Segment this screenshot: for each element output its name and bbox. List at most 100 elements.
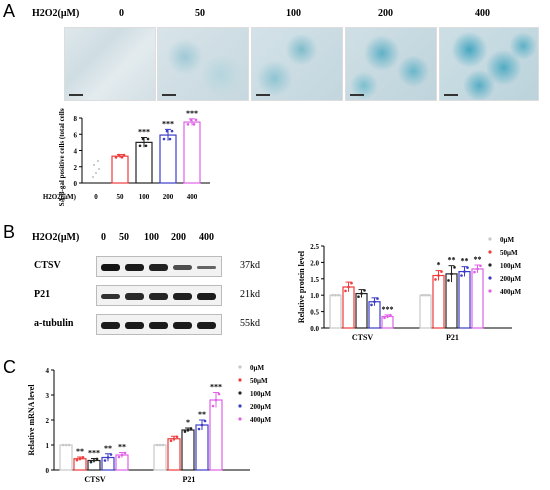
panel-letter-b: B — [3, 222, 16, 242]
significance-p21-400μM: *** — [210, 383, 222, 392]
data-point-400 — [189, 118, 193, 122]
data-point — [476, 267, 479, 271]
data-point — [427, 293, 430, 297]
bar-200 — [159, 134, 177, 184]
blot-band-ctsv-3 — [173, 265, 192, 270]
data-point — [217, 392, 221, 396]
y-tick-label: 0.5 — [310, 309, 319, 317]
bar-50 — [111, 155, 129, 184]
y-tick-label: 1.0 — [310, 292, 319, 300]
significance-p21-200μM: ** — [461, 257, 469, 266]
legend-item-400μM: 400μM — [250, 416, 271, 424]
data-point — [211, 404, 215, 408]
legend-item-100μM: 100μM — [500, 262, 521, 270]
data-point — [473, 270, 476, 274]
data-point-400 — [192, 123, 196, 126]
y-axis-label: Relative mRNA level — [27, 384, 36, 456]
data-point — [386, 315, 389, 318]
conc-label-a-400: 400 — [475, 8, 490, 19]
data-point — [344, 289, 347, 293]
data-point — [67, 443, 71, 447]
data-point-0 — [92, 163, 96, 167]
significance-p21-100μM: * — [186, 418, 190, 427]
bar-p21-200μM — [458, 270, 471, 329]
data-point — [183, 430, 187, 433]
data-point-0 — [97, 167, 101, 171]
x-tick-label: 0 — [94, 193, 98, 201]
data-point — [155, 443, 159, 447]
panel-letter-c: C — [3, 357, 16, 377]
blot-band-ctsv-0 — [101, 264, 120, 271]
y-tick-label: 2 — [46, 417, 50, 425]
blot-strip-tubulin — [96, 314, 222, 335]
bar-p21-400μM — [471, 268, 484, 329]
significance-ctsv-400μM: *** — [382, 305, 394, 314]
legend-marker-0μM — [238, 365, 242, 369]
micrograph-100uM — [251, 27, 343, 101]
bar-p21-0μM — [153, 444, 167, 471]
blot-band-ctsv-2 — [149, 264, 168, 271]
blot-strip-ctsv — [96, 256, 222, 277]
data-point — [186, 428, 190, 432]
legend-item-0μM: 0μM — [250, 364, 264, 372]
blot-band-p21-3 — [173, 293, 192, 300]
bar-400 — [183, 121, 201, 184]
blot-band-p21-0 — [101, 293, 120, 300]
conc-label-b-50: 50 — [119, 232, 129, 243]
data-point — [334, 293, 337, 297]
y-tick-label: 0 — [74, 180, 78, 188]
blot-band-a-tubulin-4 — [197, 322, 216, 329]
bar-100 — [135, 141, 153, 184]
conc-label-b-200: 200 — [171, 232, 186, 243]
significance-ctsv-200μM: ** — [104, 444, 112, 453]
blot-band-ctsv-1 — [125, 264, 144, 271]
conc-label-a-200: 200 — [378, 8, 393, 19]
data-point — [347, 285, 350, 289]
x-tick-label-ctsv: CTSV — [352, 333, 374, 342]
data-point — [424, 293, 427, 297]
data-point-100 — [144, 144, 148, 148]
data-point — [189, 427, 193, 430]
blot-band-a-tubulin-0 — [101, 322, 120, 329]
blot-strip-p21 — [96, 285, 222, 306]
blot-band-a-tubulin-3 — [173, 322, 192, 329]
data-point — [89, 460, 93, 464]
data-point — [440, 270, 443, 273]
data-point — [360, 292, 363, 295]
y-tick-label: 1.5 — [310, 276, 319, 284]
data-point-200 — [165, 129, 169, 133]
bar-p21-50μM — [167, 438, 181, 471]
x-tick-label-p21: P21 — [183, 475, 196, 484]
blot-size-tubulin: 55kd — [240, 318, 260, 329]
data-point-200 — [162, 137, 166, 141]
data-point — [331, 293, 334, 297]
data-point-0 — [91, 175, 95, 179]
bar-p21-50μM — [432, 274, 445, 329]
y-tick-label: 4 — [46, 367, 50, 375]
data-point — [453, 266, 456, 269]
data-point-200 — [168, 137, 172, 141]
x-tick-label: 100 — [139, 193, 150, 201]
data-point-0 — [96, 159, 100, 163]
significance-ctsv-50μM: ** — [76, 447, 84, 456]
legend-marker-50μM — [488, 250, 492, 254]
bar-ctsv-50μM — [342, 286, 355, 329]
bar-p21-200μM — [195, 424, 209, 471]
significance-p21-100μM: ** — [448, 256, 456, 265]
data-point — [350, 281, 353, 285]
data-point — [437, 274, 440, 277]
legend-item-100μM: 100μM — [250, 390, 271, 398]
bar-ctsv-0μM — [329, 294, 342, 329]
legend-marker-0μM — [488, 237, 492, 241]
legend-marker-100μM — [488, 263, 492, 267]
data-point — [463, 270, 466, 273]
data-point-400 — [186, 123, 190, 126]
bar-ctsv-100μM — [355, 292, 368, 329]
data-point-50 — [120, 156, 124, 159]
y-tick-label: 6 — [74, 131, 78, 139]
y-tick-label: 3 — [46, 392, 50, 400]
data-point-50 — [122, 153, 126, 157]
significance-100: *** — [138, 128, 150, 137]
data-point — [460, 274, 463, 277]
bar-p21-400μM — [209, 399, 223, 471]
